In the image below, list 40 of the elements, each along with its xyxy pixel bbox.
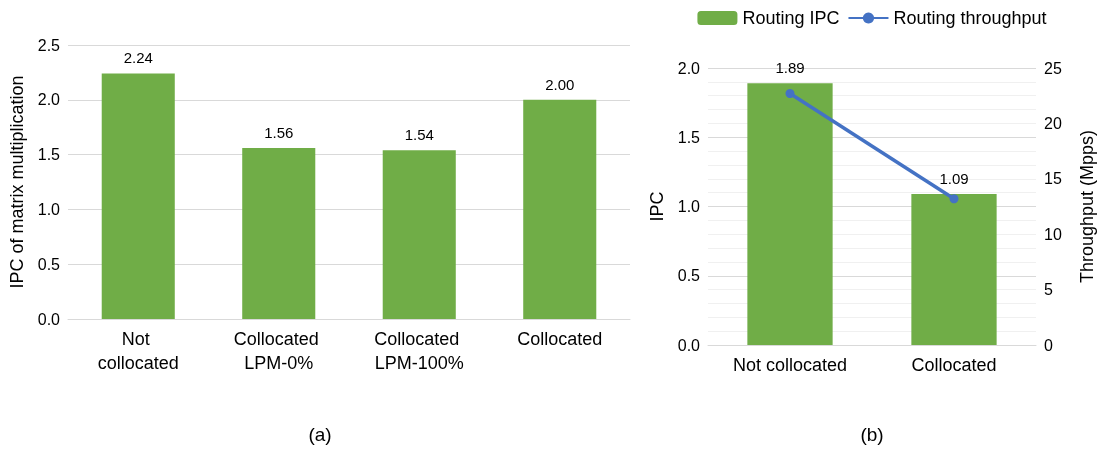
y2-tick-label: 20 [1044, 114, 1062, 132]
x-tick-label: Collocated [517, 329, 603, 349]
text: (b) [860, 424, 884, 445]
y2-tick-label: 25 [1044, 59, 1062, 77]
y2-tick-label: 15 [1044, 170, 1062, 188]
y-axis-title: IPC [647, 191, 667, 222]
data-label: 1.09 [939, 170, 969, 188]
text: 0.0 [677, 336, 700, 354]
text: 1.5 [677, 128, 700, 146]
data-label: 1.56 [264, 124, 294, 142]
bar [382, 150, 456, 319]
text: 2.0 [37, 91, 60, 109]
text: 0.5 [677, 267, 700, 285]
text: 1.5 [37, 146, 60, 164]
bar [101, 73, 175, 319]
x-tick-label: Collocated LPM-0% [233, 329, 324, 373]
x-tick-label: Not collocated [732, 355, 848, 375]
text: 1.0 [37, 200, 60, 218]
y2-axis-title: Throughput (Mpps) [1077, 129, 1097, 284]
text: 2.5 [37, 36, 60, 54]
text: (a) [308, 424, 332, 445]
text: 1.0 [677, 198, 700, 215]
y-axis-title: IPC of matrix multiplication [7, 75, 27, 289]
y2-tick-label: 5 [1044, 281, 1053, 299]
y2-tick-label: 10 [1044, 225, 1062, 243]
data-label: 1.54 [404, 126, 434, 144]
text: 0.5 [37, 255, 60, 273]
bar [523, 99, 597, 319]
y2-tick-label: 0 [1044, 336, 1053, 354]
data-label: 2.00 [545, 75, 575, 93]
text: 0.0 [37, 310, 60, 328]
legend-label: Routing throughput [893, 8, 1047, 28]
data-label: 1.89 [775, 59, 805, 77]
bar [242, 148, 316, 319]
data-label: 2.24 [123, 49, 153, 67]
text: 2.0 [677, 59, 700, 77]
x-tick-label: Collocated LPM-100% [374, 329, 465, 373]
x-tick-label: Not collocated [97, 329, 179, 373]
x-tick-label: Collocated [911, 355, 997, 375]
legend-label: Routing IPC [742, 8, 840, 28]
